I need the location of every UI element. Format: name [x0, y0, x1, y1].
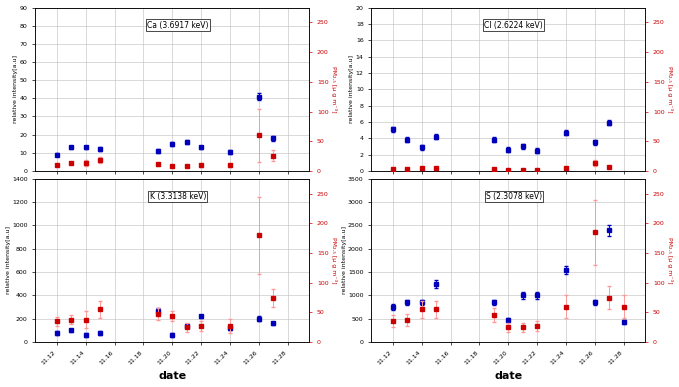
Y-axis label: PM₂.₅ [μ g m⁻³]: PM₂.₅ [μ g m⁻³]	[331, 237, 337, 284]
Text: K (3.3138 keV): K (3.3138 keV)	[149, 192, 206, 201]
Y-axis label: relative intensity[a.u]: relative intensity[a.u]	[349, 55, 354, 123]
Text: Cl (2.6224 keV): Cl (2.6224 keV)	[484, 21, 543, 30]
Y-axis label: relative intensity[a.u]: relative intensity[a.u]	[5, 226, 11, 295]
Y-axis label: PM₂.₅ [μ g m⁻³]: PM₂.₅ [μ g m⁻³]	[667, 66, 674, 113]
Y-axis label: relative intensity[a.u]: relative intensity[a.u]	[342, 226, 346, 295]
Text: S (2.3078 keV): S (2.3078 keV)	[485, 192, 542, 201]
Y-axis label: PM₂.₅ [μ g m⁻³]: PM₂.₅ [μ g m⁻³]	[667, 237, 674, 284]
Y-axis label: PM₂.₅ [μ g m⁻³]: PM₂.₅ [μ g m⁻³]	[331, 66, 337, 113]
Text: Ca (3.6917 keV): Ca (3.6917 keV)	[147, 21, 208, 30]
X-axis label: date: date	[494, 372, 522, 382]
Y-axis label: relative intensity[a.u]: relative intensity[a.u]	[14, 55, 18, 123]
X-axis label: date: date	[158, 372, 186, 382]
